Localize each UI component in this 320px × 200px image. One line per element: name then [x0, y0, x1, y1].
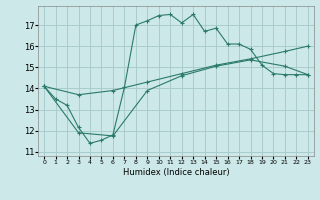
X-axis label: Humidex (Indice chaleur): Humidex (Indice chaleur)	[123, 168, 229, 177]
